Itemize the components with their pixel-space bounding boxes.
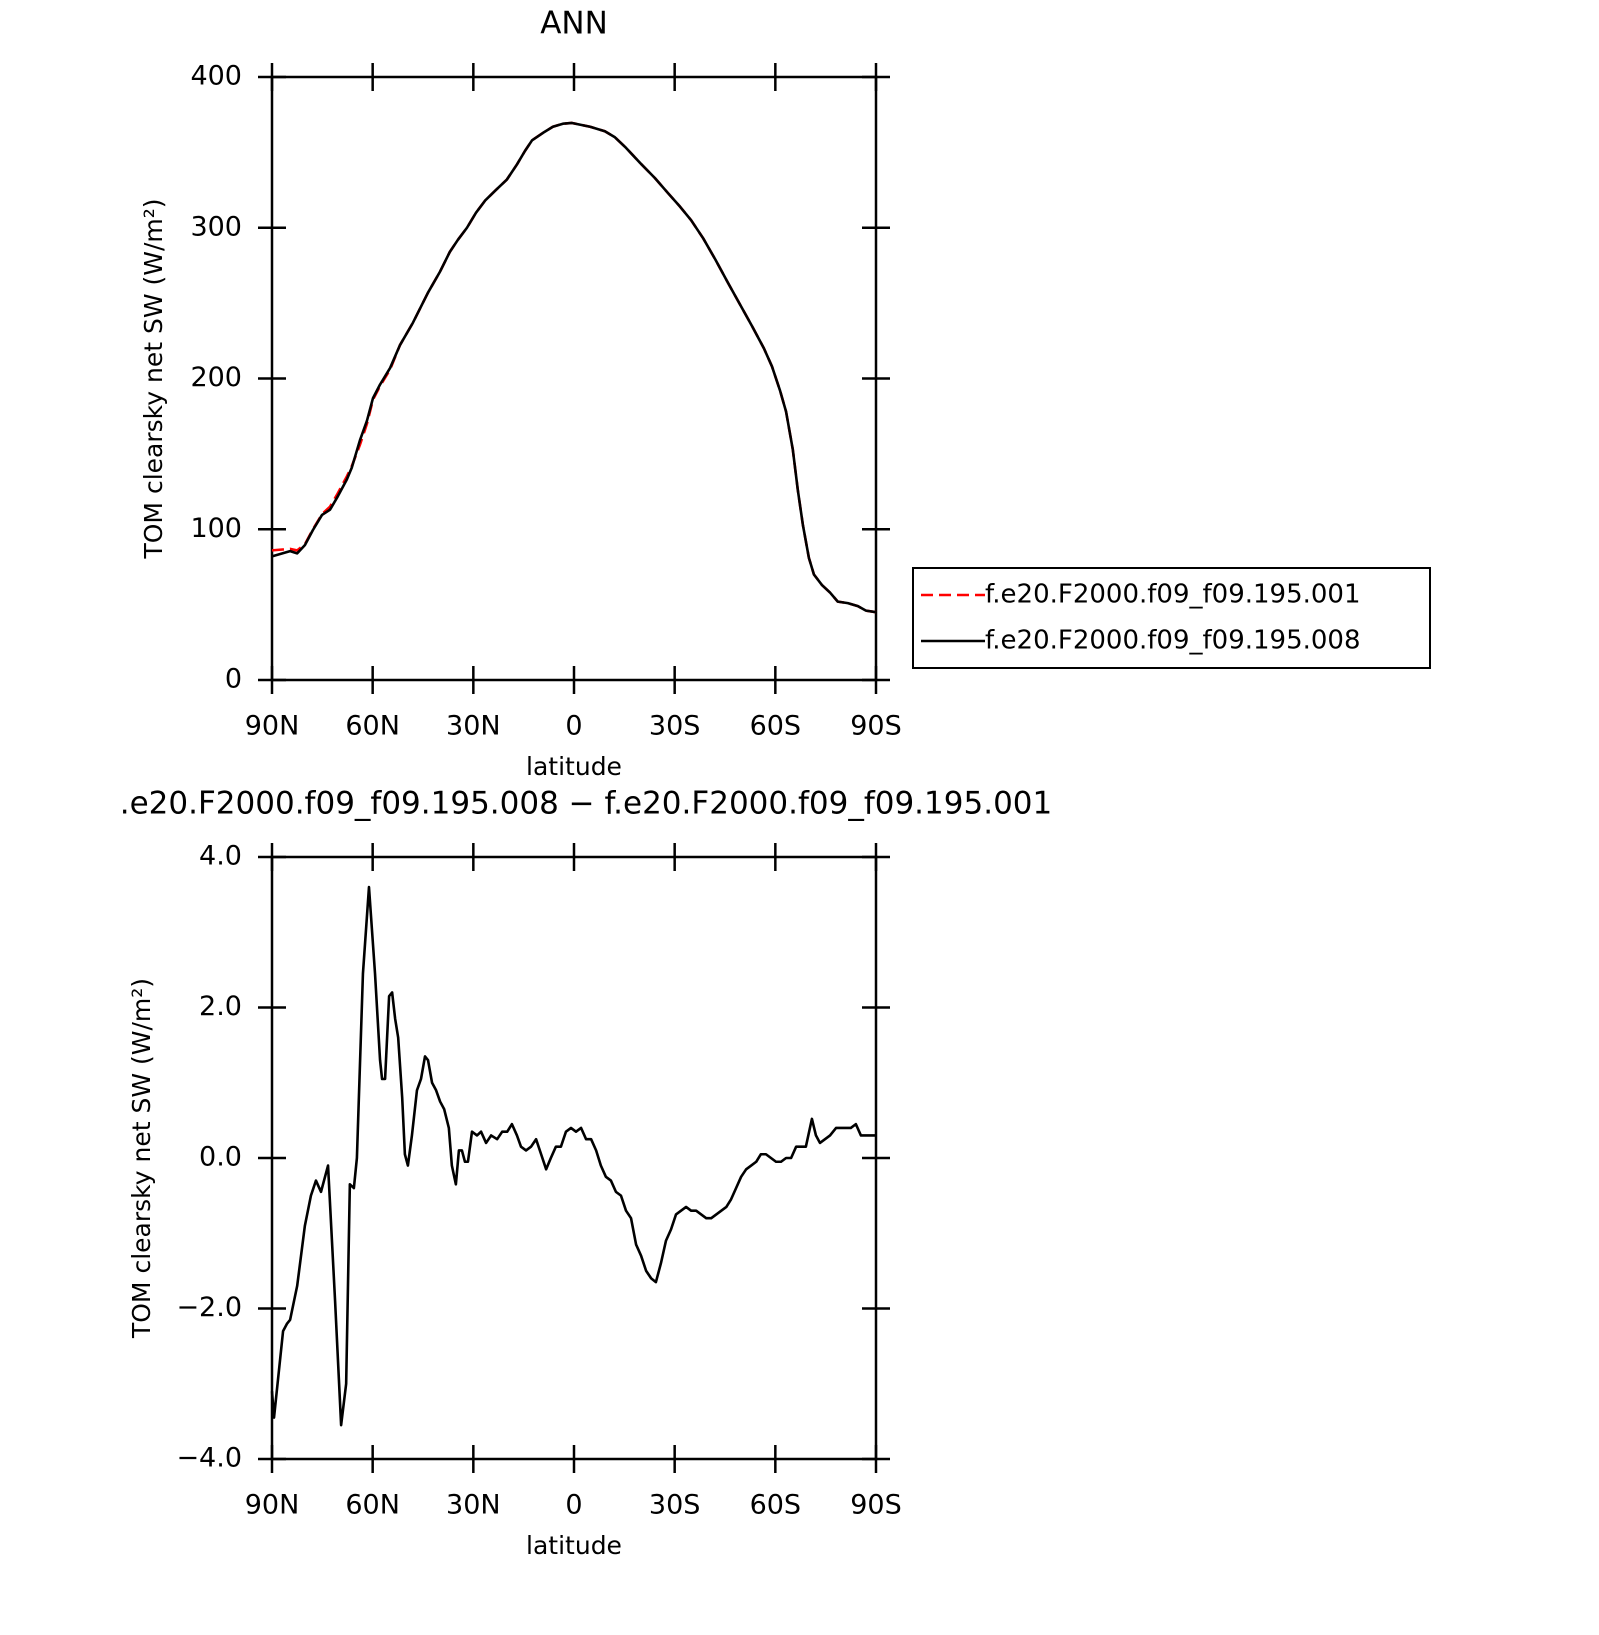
y-axis-title: TOM clearsky net SW (W/m²)	[127, 978, 156, 1339]
x-tick-label: 90S	[850, 1490, 902, 1521]
data-line	[271, 121, 877, 614]
y-tick-label: 300	[190, 211, 242, 242]
x-tick-label: 60N	[345, 1490, 400, 1521]
y-tick-label: −4.0	[176, 1443, 242, 1474]
y-axis-title: TOM clearsky net SW (W/m²)	[139, 198, 168, 559]
x-tick-label: 60N	[345, 711, 400, 742]
plot-frame	[270, 75, 878, 682]
x-tick-label: 30S	[649, 1490, 701, 1521]
chart-title: ANN	[540, 6, 608, 42]
y-tick-label: 2.0	[199, 991, 242, 1022]
y-tick-label: 0	[225, 664, 242, 695]
x-axis-title: latitude	[526, 1531, 622, 1560]
y-tick-label: 200	[190, 362, 242, 393]
y-tick-label: 100	[190, 513, 242, 544]
legend-box	[912, 567, 1431, 669]
legend-label: f.e20.F2000.f09_f09.195.001	[985, 580, 1361, 610]
x-tick-label: 90N	[245, 711, 300, 742]
x-tick-label: 0	[565, 711, 582, 742]
x-axis-title: latitude	[526, 752, 622, 781]
data-line	[270, 885, 876, 1427]
chart-title: .e20.F2000.f09_f09.195.008 − f.e20.F2000…	[120, 786, 1052, 822]
y-tick-label: −2.0	[176, 1292, 242, 1323]
x-tick-label: 60S	[750, 711, 802, 742]
x-tick-label: 60S	[750, 1490, 802, 1521]
data-line	[271, 121, 877, 614]
x-tick-label: 30N	[446, 711, 501, 742]
y-tick-label: 400	[190, 61, 242, 92]
x-tick-label: 90N	[245, 1490, 300, 1521]
y-tick-label: 0.0	[199, 1142, 242, 1173]
x-tick-label: 0	[565, 1490, 582, 1521]
y-tick-label: 4.0	[199, 841, 242, 872]
legend-label: f.e20.F2000.f09_f09.195.008	[985, 626, 1361, 656]
x-tick-label: 30S	[649, 711, 701, 742]
x-tick-label: 30N	[446, 1490, 501, 1521]
x-tick-label: 90S	[850, 711, 902, 742]
